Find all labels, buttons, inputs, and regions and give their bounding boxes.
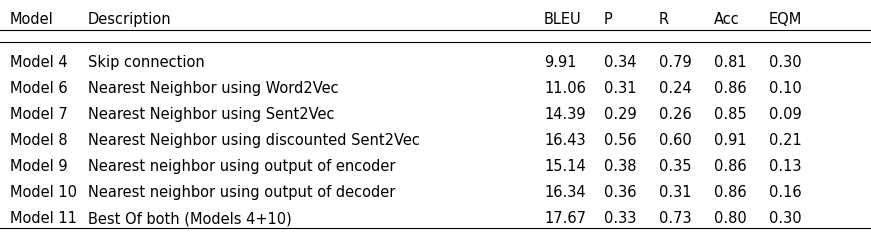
Text: 16.43: 16.43 [544, 133, 585, 148]
Text: 0.91: 0.91 [714, 133, 746, 148]
Text: 0.26: 0.26 [659, 107, 692, 122]
Text: P: P [604, 12, 613, 27]
Text: 0.38: 0.38 [604, 159, 637, 174]
Text: 0.13: 0.13 [769, 159, 801, 174]
Text: 0.33: 0.33 [604, 211, 637, 226]
Text: 0.60: 0.60 [659, 133, 692, 148]
Text: Model 8: Model 8 [10, 133, 68, 148]
Text: 0.80: 0.80 [714, 211, 746, 226]
Text: 0.16: 0.16 [769, 185, 801, 200]
Text: Acc: Acc [714, 12, 739, 27]
Text: Model 7: Model 7 [10, 107, 68, 122]
Text: EQM: EQM [769, 12, 802, 27]
Text: 0.86: 0.86 [714, 185, 746, 200]
Text: Model 9: Model 9 [10, 159, 68, 174]
Text: 0.34: 0.34 [604, 55, 637, 70]
Text: Model: Model [10, 12, 54, 27]
Text: 0.56: 0.56 [604, 133, 637, 148]
Text: 0.73: 0.73 [659, 211, 692, 226]
Text: Model 11: Model 11 [10, 211, 77, 226]
Text: 0.30: 0.30 [769, 55, 801, 70]
Text: 0.09: 0.09 [769, 107, 801, 122]
Text: R: R [659, 12, 669, 27]
Text: 0.36: 0.36 [604, 185, 637, 200]
Text: 14.39: 14.39 [544, 107, 585, 122]
Text: 15.14: 15.14 [544, 159, 586, 174]
Text: Skip connection: Skip connection [88, 55, 205, 70]
Text: 9.91: 9.91 [544, 55, 577, 70]
Text: 17.67: 17.67 [544, 211, 586, 226]
Text: 0.10: 0.10 [769, 81, 801, 96]
Text: 0.24: 0.24 [659, 81, 692, 96]
Text: 0.31: 0.31 [604, 81, 637, 96]
Text: 0.86: 0.86 [714, 159, 746, 174]
Text: 0.79: 0.79 [659, 55, 692, 70]
Text: BLEU: BLEU [544, 12, 582, 27]
Text: 0.31: 0.31 [659, 185, 692, 200]
Text: Best Of both (Models 4+10): Best Of both (Models 4+10) [88, 211, 292, 226]
Text: 0.86: 0.86 [714, 81, 746, 96]
Text: Nearest neighbor using output of decoder: Nearest neighbor using output of decoder [88, 185, 395, 200]
Text: Model 6: Model 6 [10, 81, 68, 96]
Text: Nearest neighbor using output of encoder: Nearest neighbor using output of encoder [88, 159, 395, 174]
Text: 16.34: 16.34 [544, 185, 585, 200]
Text: 0.85: 0.85 [714, 107, 746, 122]
Text: 0.21: 0.21 [769, 133, 801, 148]
Text: 0.30: 0.30 [769, 211, 801, 226]
Text: Nearest Neighbor using discounted Sent2Vec: Nearest Neighbor using discounted Sent2V… [88, 133, 420, 148]
Text: Model 10: Model 10 [10, 185, 77, 200]
Text: Model 4: Model 4 [10, 55, 68, 70]
Text: 0.81: 0.81 [714, 55, 746, 70]
Text: 0.29: 0.29 [604, 107, 637, 122]
Text: 0.35: 0.35 [659, 159, 692, 174]
Text: Nearest Neighbor using Sent2Vec: Nearest Neighbor using Sent2Vec [88, 107, 334, 122]
Text: 11.06: 11.06 [544, 81, 586, 96]
Text: Nearest Neighbor using Word2Vec: Nearest Neighbor using Word2Vec [88, 81, 339, 96]
Text: Description: Description [88, 12, 172, 27]
